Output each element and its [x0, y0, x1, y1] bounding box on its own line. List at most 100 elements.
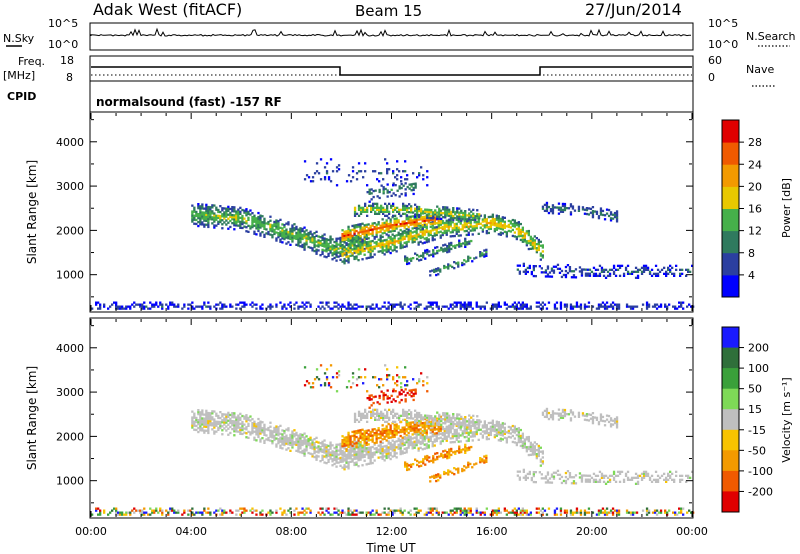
power-cell: [401, 230, 404, 233]
power-cell: [443, 266, 446, 270]
velocity-cell: [515, 433, 518, 437]
power-cell: [469, 256, 472, 260]
power-cell: [389, 218, 392, 221]
power-cell: [485, 254, 488, 257]
velocity-cell: [433, 474, 436, 477]
velocity-cell: [501, 438, 504, 441]
velocity-cell: [357, 429, 360, 432]
power-cell: [442, 206, 445, 209]
power-cell: [645, 303, 649, 306]
power-cell: [374, 206, 377, 209]
power-cell: [363, 228, 366, 231]
velocity-cell: [468, 422, 471, 425]
power-cell: [597, 303, 601, 306]
velocity-cell: [431, 430, 434, 433]
power-cell: [378, 196, 381, 200]
power-cell: [425, 238, 428, 242]
velocity-cell: [325, 446, 328, 449]
power-cell: [401, 307, 404, 310]
power-cell: [475, 305, 478, 308]
power-cell: [597, 217, 601, 220]
power-cell: [203, 217, 206, 220]
power-cell: [573, 305, 577, 308]
power-cell: [427, 240, 430, 243]
velocity-cell: [591, 422, 595, 425]
velocity-cell: [213, 422, 216, 425]
power-cell: [636, 268, 640, 271]
velocity-cell: [436, 423, 439, 426]
power-cell: [377, 238, 380, 241]
velocity-cell: [377, 448, 380, 451]
power-cell: [419, 228, 422, 232]
velocity-cell: [361, 448, 364, 451]
power-cell: [537, 244, 540, 248]
velocity-cell: [407, 442, 410, 445]
power-cell: [653, 303, 657, 306]
velocity-cell: [462, 448, 465, 451]
velocity-cell: [395, 423, 398, 426]
power-cell: [659, 303, 663, 306]
power-panel-frame: [89, 111, 694, 313]
power-cell: [335, 255, 338, 258]
velocity-cell: [393, 448, 396, 452]
velocity-cell: [353, 457, 356, 460]
power-cell: [404, 160, 407, 163]
power-cell: [273, 232, 276, 236]
velocity-cell: [416, 413, 419, 416]
power-cell: [552, 265, 556, 268]
power-cell: [445, 223, 448, 226]
power-cell: [434, 211, 437, 214]
velocity-cell: [217, 426, 220, 429]
velocity-cell: [495, 432, 498, 435]
power-cell: [353, 307, 356, 310]
velocity-cell: [424, 463, 427, 466]
power-cell: [467, 233, 470, 236]
power-cell: [367, 248, 370, 252]
power-cell: [515, 237, 518, 241]
velocity-cell: [546, 473, 550, 476]
power-cell: [269, 223, 272, 226]
velocity-cell: [213, 426, 216, 429]
velocity-cell: [569, 411, 573, 414]
power-cell: [399, 246, 402, 250]
velocity-cell: [379, 444, 382, 447]
velocity-cell: [448, 416, 451, 419]
velocity-heatmap-cells: [91, 364, 695, 516]
power-cell: [406, 260, 409, 264]
velocity-cell: [129, 513, 132, 516]
power-cell: [487, 215, 490, 219]
velocity-cell: [427, 427, 430, 430]
power-cell: [391, 226, 394, 229]
velocity-cell: [299, 445, 302, 448]
power-cell: [384, 158, 387, 161]
velocity-cell: [446, 416, 449, 419]
velocity-cell: [403, 443, 406, 446]
velocity-cell: [91, 513, 94, 516]
power-cell: [614, 268, 618, 271]
velocity-cell: [609, 417, 613, 420]
velocity-cell: [421, 442, 424, 445]
velocity-cell: [552, 475, 556, 478]
power-cell: [369, 305, 372, 308]
power-cell: [501, 220, 504, 223]
power-cell: [674, 307, 677, 310]
power-cell: [211, 222, 214, 225]
velocity-cell: [675, 470, 678, 473]
power-cell: [299, 231, 302, 234]
power-cell: [539, 244, 542, 247]
power-cell: [380, 210, 383, 213]
power-cell: [199, 207, 202, 210]
power-cell: [379, 240, 382, 243]
velocity-cell: [339, 460, 342, 463]
power-cell: [265, 232, 268, 235]
power-cell: [397, 239, 400, 242]
power-cell: [452, 208, 455, 212]
velocity-cell: [387, 456, 390, 459]
power-cell: [423, 241, 426, 244]
velocity-cell: [391, 447, 394, 450]
power-cell: [515, 303, 518, 306]
velocity-cell: [606, 476, 610, 479]
power-cell: [389, 226, 392, 229]
velocity-cell: [343, 466, 346, 469]
power-cell: [189, 303, 192, 306]
